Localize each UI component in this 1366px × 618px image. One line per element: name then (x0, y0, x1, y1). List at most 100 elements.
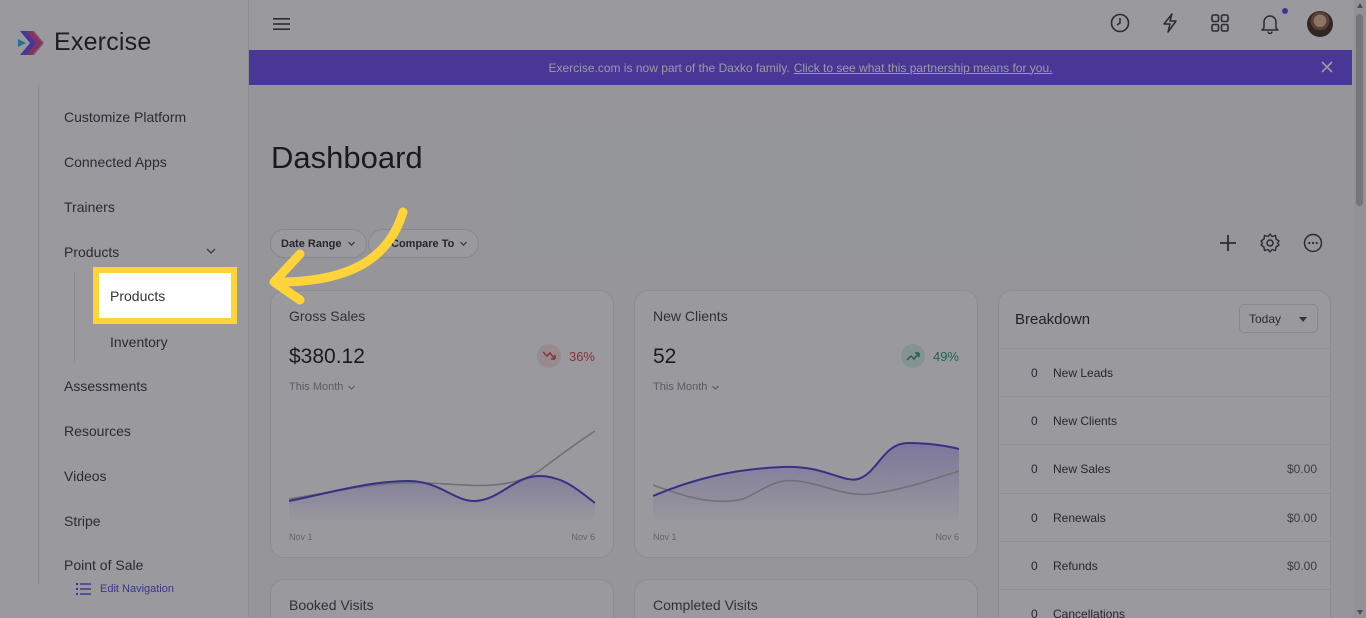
row-label: New Clients (1053, 414, 1118, 428)
sidebar-item-trainers[interactable]: Trainers (64, 199, 115, 215)
row-count: 0 (1031, 607, 1038, 618)
more-options-icon[interactable] (1302, 232, 1324, 254)
nav-guide-line (38, 85, 39, 585)
banner-text: Exercise.com is now part of the Daxko fa… (548, 60, 790, 75)
page-title: Dashboard (271, 140, 423, 175)
sidebar-item-connected-apps[interactable]: Connected Apps (64, 154, 167, 170)
breakdown-title: Breakdown (1015, 311, 1091, 328)
row-amount: $0.00 (1286, 559, 1317, 573)
sidebar-item-videos[interactable]: Videos (64, 468, 107, 484)
date-range-filter[interactable]: Date Range (270, 229, 367, 258)
row-count: 0 (1031, 559, 1038, 573)
edit-navigation-link[interactable]: Edit Navigation (76, 582, 174, 596)
sidebar-subitem-products-label: Products (110, 288, 166, 304)
row-count: 0 (1031, 366, 1038, 380)
banner-link[interactable]: Click to see what this partnership means… (793, 60, 1053, 75)
breakdown-period-select[interactable]: Today (1239, 304, 1318, 333)
card-title: Booked Visits (289, 597, 374, 613)
breakdown-row[interactable]: 0 New Clients (999, 396, 1330, 444)
close-icon[interactable] (1320, 60, 1334, 74)
top-bar (249, 0, 1354, 50)
chevron-down-icon[interactable] (205, 245, 217, 257)
row-label: Renewals (1053, 511, 1106, 525)
period-label: This Month (289, 381, 344, 393)
booked-visits-card[interactable]: Booked Visits (270, 579, 614, 618)
gross-sales-sparkline (289, 430, 595, 521)
trend-value: 49% (932, 348, 959, 364)
trend-down-icon (536, 344, 561, 368)
avatar[interactable] (1307, 11, 1333, 37)
pointer-arrow-icon (269, 207, 408, 305)
scroll-up-arrow-icon[interactable] (1357, 3, 1363, 8)
sidebar-item-customize-platform[interactable]: Customize Platform (64, 109, 187, 125)
trend-up-icon (900, 344, 925, 368)
sidebar-item-assessments[interactable]: Assessments (64, 378, 148, 394)
completed-visits-card[interactable]: Completed Visits (634, 579, 978, 618)
card-title: Gross Sales (289, 308, 366, 324)
list-icon (76, 583, 91, 595)
trend-indicator: 36% (536, 344, 595, 368)
breakdown-row[interactable]: 0 Refunds $0.00 (999, 541, 1330, 589)
new-clients-card[interactable]: New Clients 52 49% This Month Nov 1 Nov … (634, 290, 978, 558)
compare-to-label: Compare To (391, 237, 455, 250)
row-label: Cancellations (1053, 607, 1126, 618)
announcement-banner: Exercise.com is now part of the Daxko fa… (249, 50, 1352, 85)
row-label: New Leads (1053, 366, 1114, 380)
chevron-down-icon (712, 385, 720, 390)
sidebar-subitem-inventory[interactable]: Inventory (110, 334, 168, 350)
period-label: This Month (653, 381, 708, 393)
chevron-down-icon (348, 385, 356, 390)
breakdown-row[interactable]: 0 New Leads (999, 348, 1330, 396)
plus-icon[interactable] (1217, 232, 1239, 254)
lightning-icon[interactable] (1159, 12, 1181, 34)
x-axis-end-label: Nov 6 (571, 532, 595, 542)
period-select[interactable]: This Month (289, 381, 356, 393)
breakdown-row[interactable]: 0 Cancellations (999, 589, 1330, 618)
chevron-down-icon (460, 241, 468, 246)
x-axis-start-label: Nov 1 (289, 532, 313, 542)
history-icon[interactable] (1109, 12, 1131, 34)
trend-indicator: 49% (900, 344, 959, 368)
period-select[interactable]: This Month (653, 381, 720, 393)
exercise-logo-icon (18, 30, 44, 55)
subnav-guide-line (74, 272, 75, 362)
sidebar-item-stripe[interactable]: Stripe (64, 513, 101, 529)
sidebar-item-point-of-sale[interactable]: Point of Sale (64, 557, 144, 573)
x-axis-end-label: Nov 6 (935, 532, 959, 542)
notification-dot (1282, 8, 1288, 14)
row-count: 0 (1031, 511, 1038, 525)
caret-down-icon (1299, 317, 1307, 322)
gross-sales-card[interactable]: Gross Sales $380.12 36% This Month Nov 1… (270, 290, 614, 558)
app-name: Exercise (54, 28, 152, 56)
trend-value: 36% (568, 348, 595, 364)
x-axis-start-label: Nov 1 (653, 532, 677, 542)
menu-icon[interactable] (273, 16, 290, 32)
new-clients-sparkline (653, 441, 959, 521)
bell-icon[interactable] (1259, 12, 1281, 34)
gear-icon[interactable] (1259, 232, 1281, 254)
breakdown-card: Breakdown Today 0 New Leads 0 New Client… (998, 290, 1331, 618)
breakdown-row[interactable]: 0 Renewals $0.00 (999, 493, 1330, 541)
sidebar-item-products[interactable]: Products (64, 244, 120, 260)
card-title: New Clients (653, 308, 728, 324)
edit-navigation-label: Edit Navigation (100, 583, 174, 595)
card-title: Completed Visits (653, 597, 758, 613)
scroll-thumb[interactable] (1356, 14, 1363, 206)
breakdown-row[interactable]: 0 New Sales $0.00 (999, 444, 1330, 492)
row-amount: $0.00 (1286, 511, 1317, 525)
row-count: 0 (1031, 414, 1038, 428)
row-count: 0 (1031, 462, 1038, 476)
row-label: Refunds (1053, 559, 1098, 573)
row-label: New Sales (1053, 462, 1111, 476)
sidebar-subitem-products[interactable]: Products (93, 267, 237, 324)
date-range-label: Date Range (281, 237, 342, 250)
scroll-down-arrow-icon[interactable] (1357, 610, 1363, 615)
card-value: $380.12 (289, 345, 365, 368)
chevron-down-icon (347, 241, 355, 246)
row-amount: $0.00 (1286, 462, 1317, 476)
page-scrollbar[interactable] (1354, 0, 1366, 618)
apps-grid-icon[interactable] (1209, 12, 1231, 34)
sidebar-item-resources[interactable]: Resources (64, 423, 131, 439)
app-logo[interactable]: Exercise (18, 28, 151, 57)
breakdown-period-label: Today (1249, 311, 1282, 326)
